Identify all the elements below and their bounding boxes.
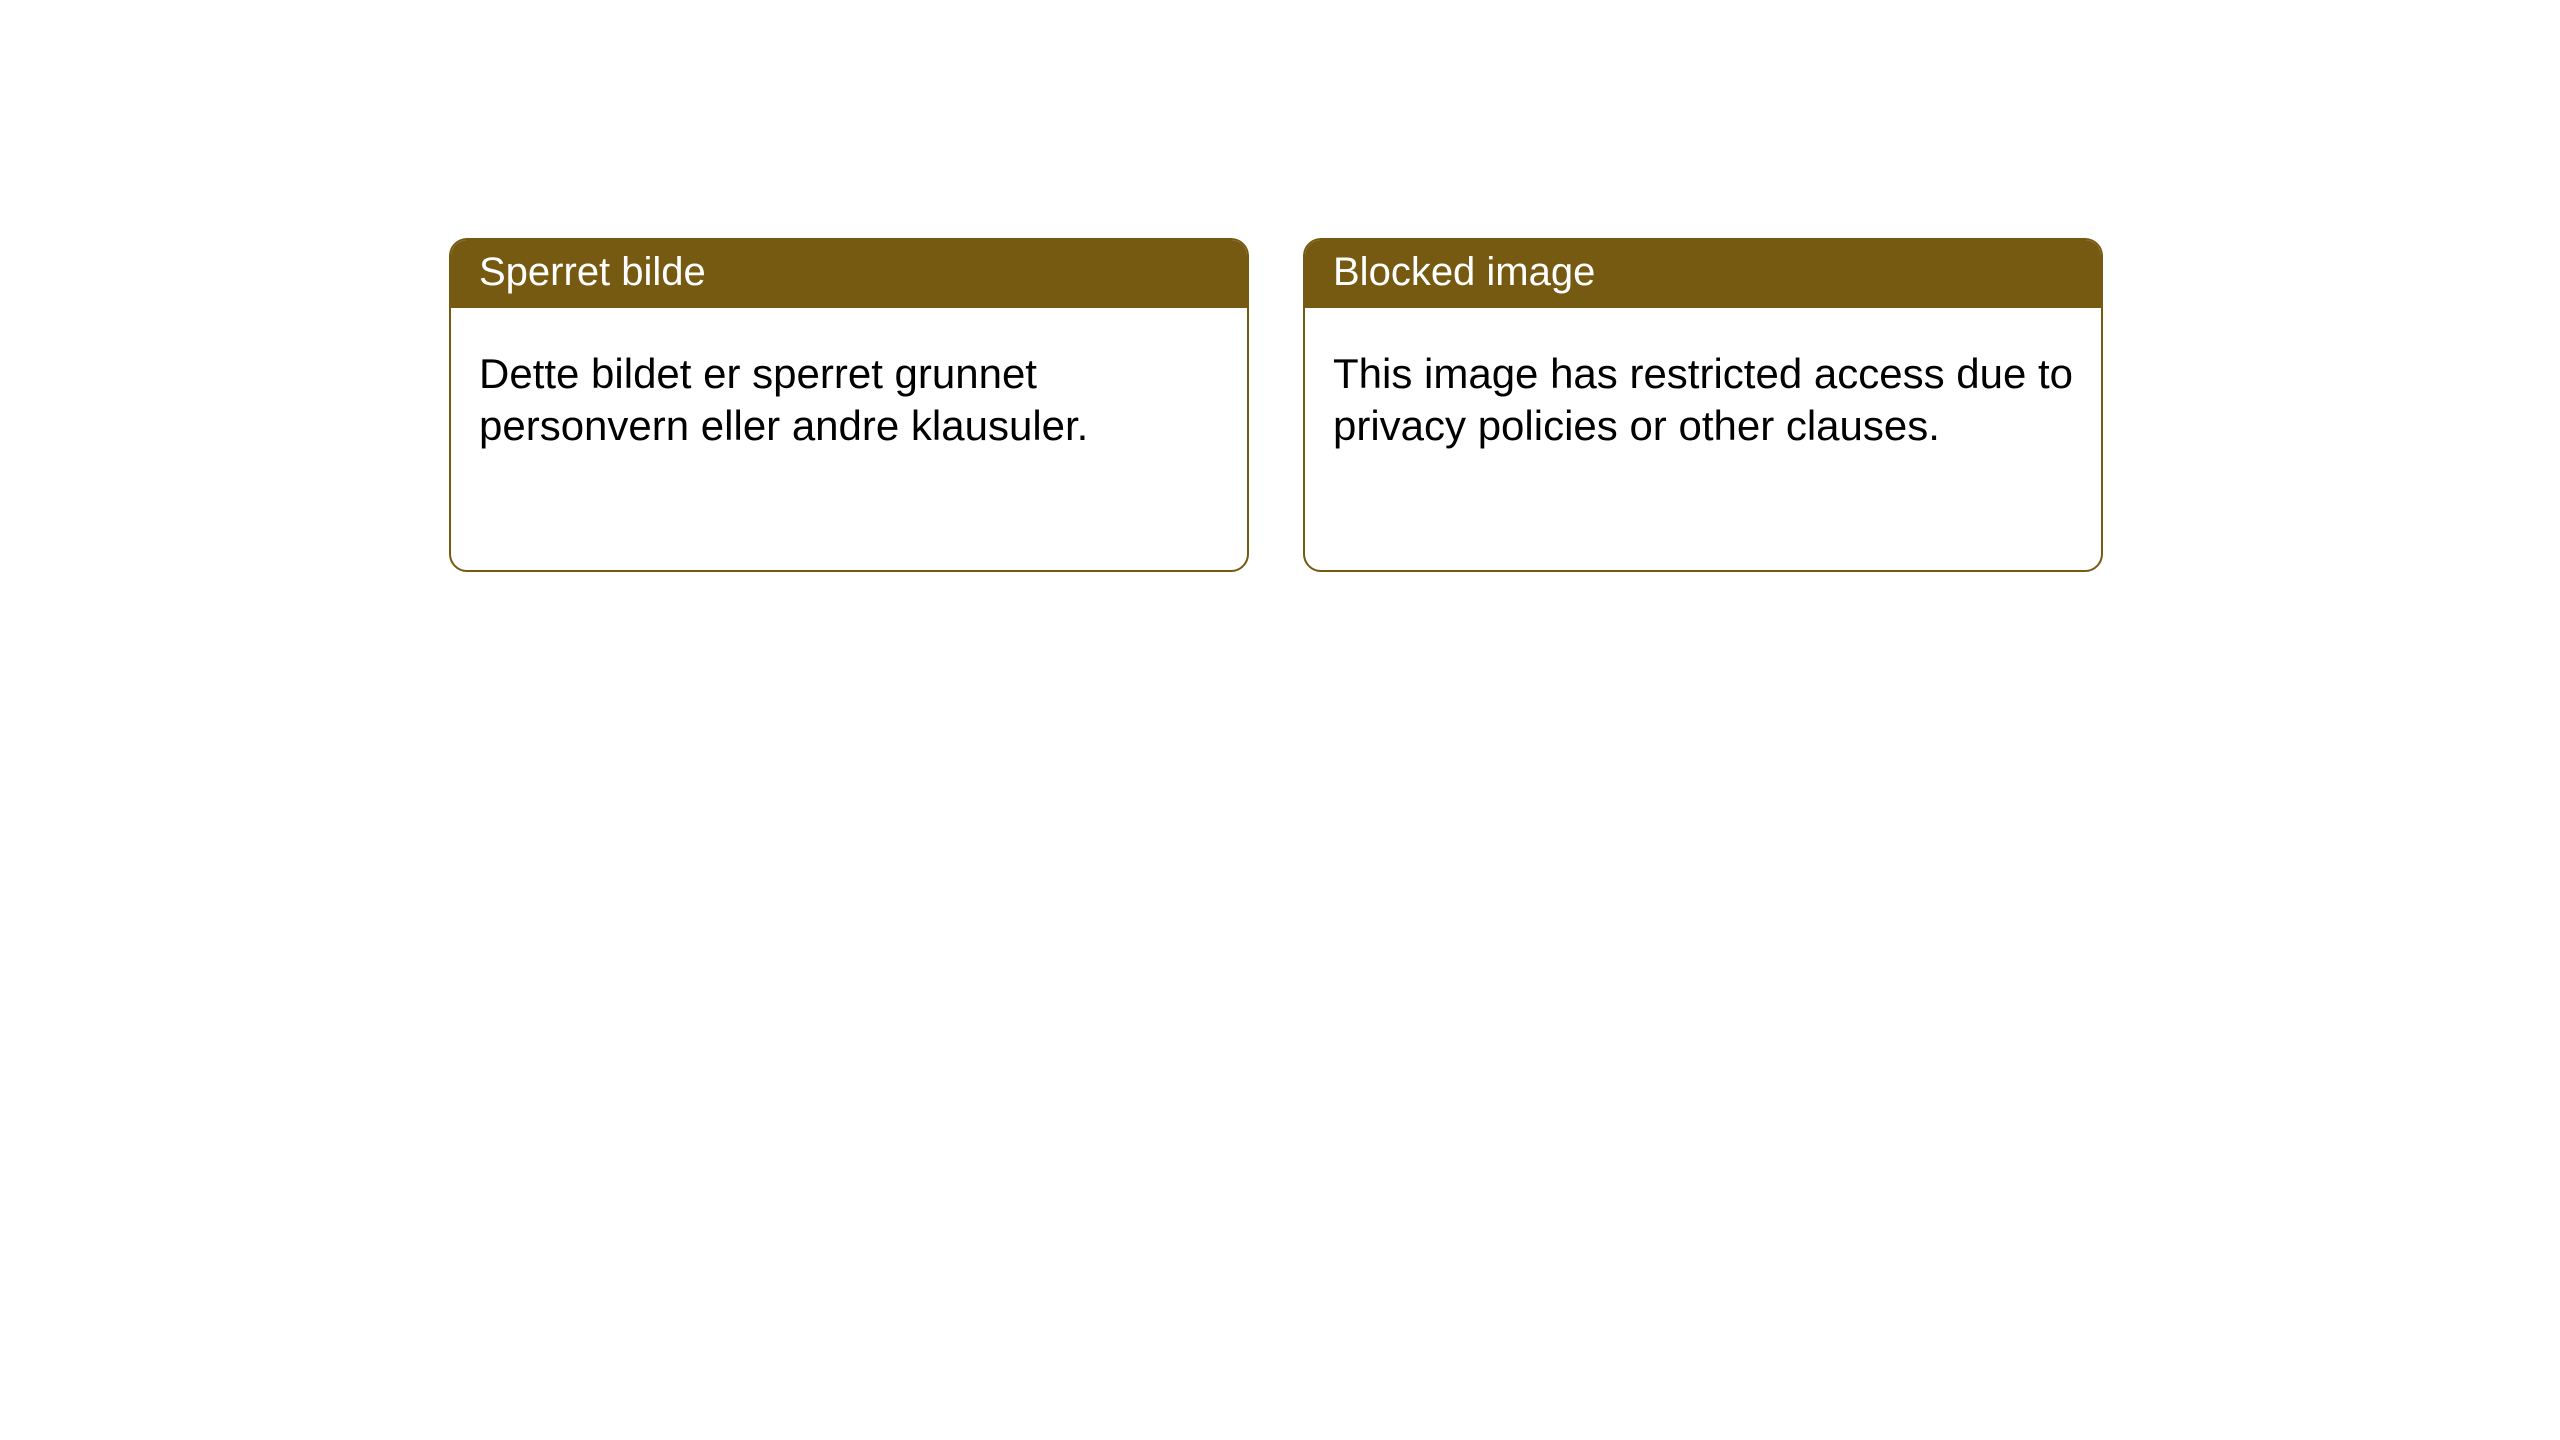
notice-card-title: Sperret bilde bbox=[451, 240, 1247, 308]
notice-card-body: This image has restricted access due to … bbox=[1305, 308, 2101, 479]
notice-card-body: Dette bildet er sperret grunnet personve… bbox=[451, 308, 1247, 479]
notice-cards-container: Sperret bilde Dette bildet er sperret gr… bbox=[0, 0, 2560, 572]
notice-card-norwegian: Sperret bilde Dette bildet er sperret gr… bbox=[449, 238, 1249, 572]
notice-card-title: Blocked image bbox=[1305, 240, 2101, 308]
notice-card-english: Blocked image This image has restricted … bbox=[1303, 238, 2103, 572]
